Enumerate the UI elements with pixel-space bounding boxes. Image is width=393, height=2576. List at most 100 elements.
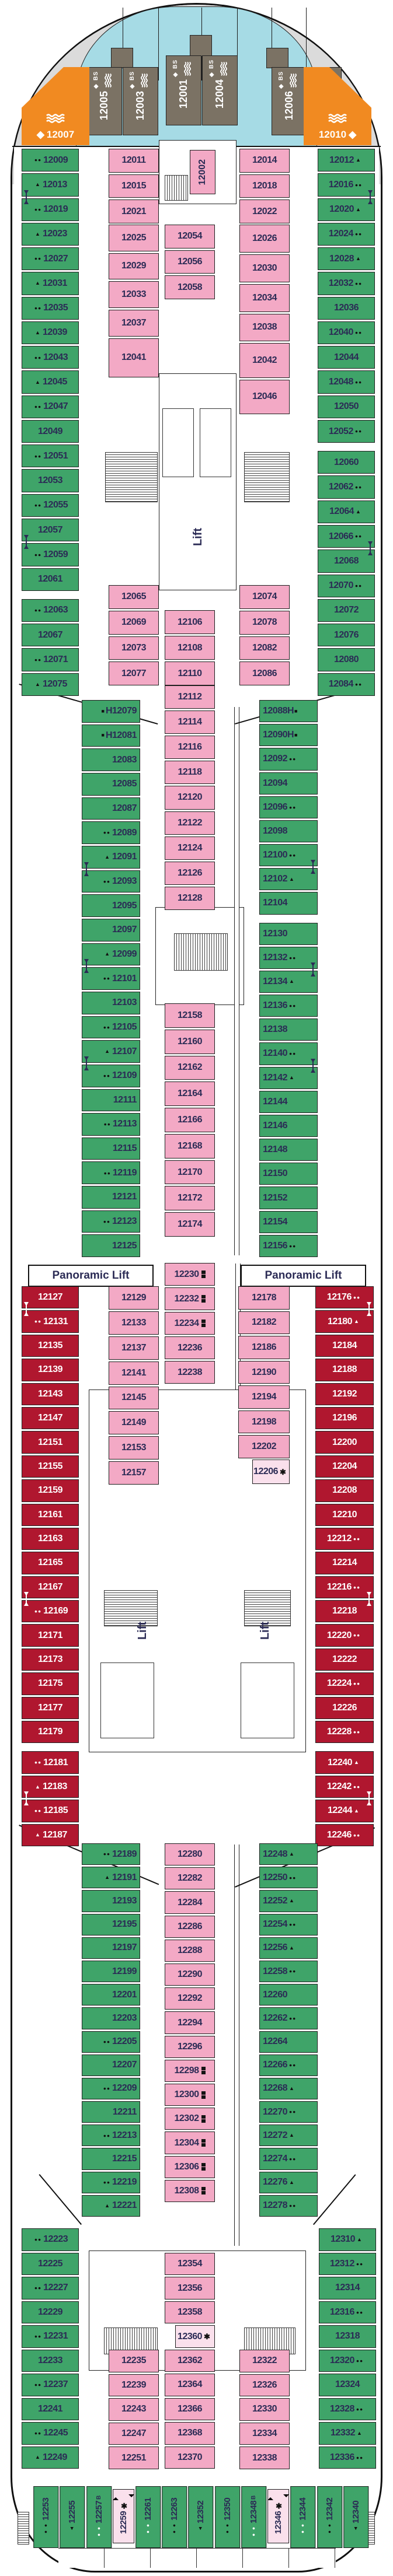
cabin-12114: 12114 (165, 710, 215, 734)
asterisk-icon: ✱ (274, 2500, 283, 2510)
connecting-cabins-icon (84, 1056, 89, 1071)
column-fwd-inner-rc: 12074 12078 12082 12086 (239, 585, 290, 685)
cabin-number: 12145 (121, 1392, 147, 1403)
cabin-12180: 12180 ▲ (315, 1310, 374, 1333)
triangle-icon: ▲ (356, 206, 361, 212)
cabin-number: 12027 (43, 253, 68, 264)
cabin-12210: 12210 (315, 1503, 374, 1526)
cabin-12312: 12312 ●● (319, 2252, 376, 2275)
cabin-12198: 12198 (238, 1410, 290, 1434)
cabin-number: 12147 (38, 1413, 63, 1423)
connecting-cabins-icon (84, 862, 89, 877)
cabin-number: 12213 (112, 2130, 137, 2140)
panoramic-lift-left: Panoramic Lift (28, 1265, 154, 1287)
cabin-12044: 12044 (318, 346, 375, 369)
diamond-icon: ◆ (349, 129, 357, 140)
connecting-arrow-icon (128, 2494, 134, 2500)
cabin-number: 12023 (42, 229, 68, 239)
dots-icon: ●● (43, 2522, 49, 2535)
cabin-number: 12069 (121, 617, 147, 628)
cabin-number: 12264 (263, 2036, 288, 2047)
triangle-icon: ▲ (352, 2525, 359, 2532)
dots-icon: ●● (289, 2203, 297, 2209)
cabin-12088H: 12088H ■ (259, 700, 318, 723)
cabin-12050: 12050 (318, 395, 375, 418)
cabin-number: 12165 (38, 1558, 63, 1568)
cabin-number: 12055 (43, 500, 68, 510)
whirlpool-icon (289, 73, 297, 88)
cabin-12338: 12338 (239, 2446, 290, 2469)
cabin-number: 12065 (121, 592, 147, 602)
dots-icon: ●● (354, 330, 363, 336)
cabin-number: 12094 (263, 778, 288, 788)
triangle-icon: ▲ (289, 1944, 295, 1951)
cabin-12089: ●● 12089 (82, 821, 140, 844)
triangle-icon: ▲ (105, 2202, 110, 2208)
cabin-12282: 12282 (165, 1867, 215, 1890)
cabin-number: 12109 (112, 1070, 137, 1081)
whirlpool-icon (220, 61, 227, 76)
cabin-number: 12268 (263, 2083, 288, 2094)
cabin-number: 12029 (121, 261, 147, 271)
cabin-number: 12177 (38, 1702, 63, 1713)
connecting-cabins-icon (366, 1591, 372, 1606)
cabin-12215: 12215 (82, 2148, 140, 2170)
bunk-bed-icon (201, 2163, 206, 2171)
triangle-icon: ▲ (354, 1318, 360, 1325)
cabin-number: 12223 (43, 2234, 68, 2245)
cabin-12152: 12152 (259, 1186, 318, 1209)
cabin-number: 12216 (326, 1581, 352, 1592)
cabin-number: 12014 (252, 155, 277, 166)
cabin-12219: ●● 12219 (82, 2171, 140, 2193)
cabin-12001: ◆ BS 12001 (166, 55, 201, 125)
cabin-number: 12066 (328, 531, 354, 541)
cabin-12140: 12140 ●● (259, 1042, 318, 1073)
cabin-12336: 12336 ●● (319, 2446, 376, 2469)
triangle-icon: ▲ (35, 280, 41, 286)
cabin-12183: ▲ 12183 (22, 1775, 79, 1806)
cabin-12007: ◆ 12007 (22, 67, 89, 145)
column-stern-row: ●● 12253 ▲ 12255 ●● 12257 B 12259 ✱ ●● 12261 ●● 1226… (33, 2486, 369, 2548)
cabin-number: 12038 (252, 322, 277, 332)
cabin-12178: 12178 (238, 1286, 290, 1310)
dots-icon: ●● (171, 2522, 178, 2535)
connecting-cabins-icon (367, 541, 373, 556)
bunk-bed-icon (201, 2187, 206, 2195)
column-fwd-inner-1a: 12011 12015 12021 (109, 149, 159, 224)
balcony-divider (237, 8, 238, 80)
cabin-12193: 12193 (82, 1890, 140, 1912)
triangle-icon: ▲ (357, 2236, 363, 2242)
cabin-12204: 12204 (315, 1455, 374, 1478)
cabin-number: 12306 (174, 2161, 200, 2172)
cabin-12096: 12096 ●● (259, 796, 318, 818)
cabin-12098: 12098 (259, 820, 318, 843)
dots-icon: ●● (354, 428, 363, 435)
cabin-12188: 12188 (315, 1359, 374, 1381)
dots-icon: ●● (353, 1535, 361, 1542)
cabin-number: 12160 (178, 1036, 203, 1046)
cabin-12200: 12200 (315, 1431, 374, 1454)
cabin-number: 12041 (121, 352, 147, 363)
cabin-number: 12158 (178, 1010, 203, 1020)
cabin-number: 12312 (329, 2258, 355, 2269)
cabin-12213: ●● 12213 (82, 2124, 140, 2147)
bunk-bed-icon (201, 1320, 206, 1327)
column-cabin-12206: 12206 ✱ (252, 1460, 290, 1484)
cabin-number: 12342 (324, 2497, 335, 2521)
cabin-12091: ▲ 12091 (82, 845, 140, 876)
cabin-12268: 12268 ▲ (259, 2077, 318, 2100)
cabin-number: 12330 (252, 2404, 277, 2414)
bunk-bed-icon (201, 1295, 206, 1303)
cabin-number: 12026 (252, 233, 277, 243)
dots-icon: ●● (289, 954, 297, 961)
column-aurea-inner-port: 12129 12133 12137 12141 12145 12149 12153 12157 (109, 1286, 159, 1485)
cabin-number: 12092 (263, 754, 288, 764)
dots-icon: ●● (34, 1318, 42, 1325)
cabin-number: 12340 (350, 2500, 361, 2524)
cabin-12073: 12073 (109, 636, 159, 660)
cabin-12209: ●● 12209 (82, 2077, 140, 2100)
cabin-number: 12009 (43, 155, 68, 165)
cabin-number: 12047 (43, 401, 68, 412)
cabin-number: 12199 (112, 1966, 137, 1976)
cabin-number: 12243 (121, 2404, 147, 2414)
